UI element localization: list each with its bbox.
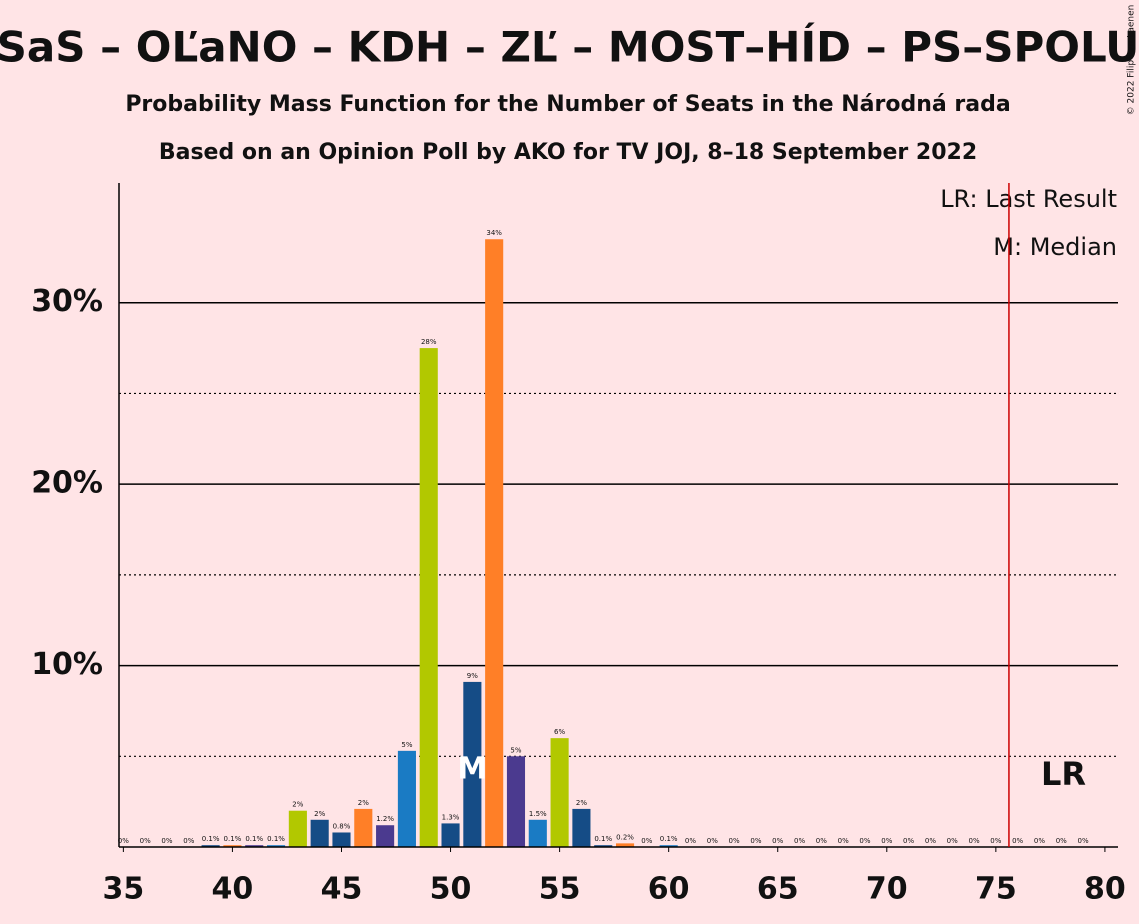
value-label: 0% [816,837,827,845]
x-tick-label: 50 [430,872,472,907]
value-label: 0% [729,837,740,845]
value-label: 34% [486,229,502,237]
value-label: 0% [685,837,696,845]
x-tick-label: 80 [1084,872,1126,907]
value-label: 0.2% [616,833,634,841]
value-label: 2% [358,799,369,807]
value-label: 0% [1034,837,1045,845]
value-label: 0.1% [660,835,678,843]
bar [572,808,591,847]
value-label: 2% [576,799,587,807]
value-label: 5% [401,741,412,749]
value-label: 0% [990,837,1001,845]
value-label: 0% [161,837,172,845]
value-label: 0% [1078,837,1089,845]
bar [201,845,220,847]
legend-entry: M: Median [993,233,1117,261]
value-label: 0% [925,837,936,845]
x-tick-label: 40 [212,872,254,907]
bar [506,756,526,847]
value-label: 1.5% [529,810,547,818]
value-label: 1.3% [442,813,460,821]
bar [419,348,438,847]
bar [332,832,351,847]
x-tick-label: 45 [321,872,363,907]
value-label: 0.1% [245,835,263,843]
bar [463,681,482,847]
value-label: 0% [183,837,194,845]
x-tick-label: 35 [102,872,144,907]
value-label: 0.1% [267,835,285,843]
bar [288,810,307,847]
bar [223,845,242,847]
bar [550,738,569,847]
bar [354,808,373,847]
value-label: 2% [314,810,325,818]
y-tick-label: 30% [31,284,103,319]
chart-subtitle: Based on an Opinion Poll by AKO for TV J… [159,140,977,165]
bar [615,843,635,847]
value-label: 0% [1056,837,1067,845]
bar [659,845,678,847]
value-label: 0% [903,837,914,845]
x-tick-label: 70 [866,872,908,907]
x-tick-label: 55 [539,872,581,907]
chart-title: SaS – OĽaNO – KDH – ZĽ – MOST–HÍD – PS–S… [0,22,1139,72]
value-label: 0% [772,837,783,845]
value-label: 6% [554,728,565,736]
value-label: 0% [140,837,151,845]
bar [245,845,264,847]
bar [528,819,547,847]
x-tick-label: 60 [648,872,690,907]
y-tick-label: 10% [31,647,103,682]
value-label: 0% [750,837,761,845]
x-tick-label: 75 [975,872,1017,907]
value-label: 0% [794,837,805,845]
value-label: 0% [859,837,870,845]
value-label: 0% [838,837,849,845]
legend-entry: LR: Last Result [940,185,1117,213]
value-label: 1.2% [376,815,394,823]
bar [485,239,504,848]
value-label: 0% [641,837,652,845]
bar [594,845,613,847]
value-label: 0.8% [333,822,351,830]
copyright: © 2022 Filip van Laenen [1127,5,1137,116]
bar [266,845,286,847]
bar [376,825,395,847]
y-tick-label: 20% [31,466,103,501]
bar [441,823,460,847]
value-label: 0% [1012,837,1023,845]
value-label: 0% [968,837,979,845]
bar [310,819,329,847]
median-label: M [457,752,487,787]
value-label: 0.1% [224,835,242,843]
value-label: 0.1% [202,835,220,843]
value-label: 9% [467,672,478,680]
value-label: 2% [292,801,303,809]
value-label: 28% [421,338,437,346]
value-label: 0.1% [594,835,612,843]
chart-subtitle: Probability Mass Function for the Number… [125,92,1010,117]
value-label: 5% [510,746,521,754]
value-label: 0% [881,837,892,845]
value-label: 0% [707,837,718,845]
x-tick-label: 65 [757,872,799,907]
bar [397,750,416,847]
last-result-label: LR [1041,755,1086,793]
value-label: 0% [947,837,958,845]
value-label: 0% [118,837,129,845]
